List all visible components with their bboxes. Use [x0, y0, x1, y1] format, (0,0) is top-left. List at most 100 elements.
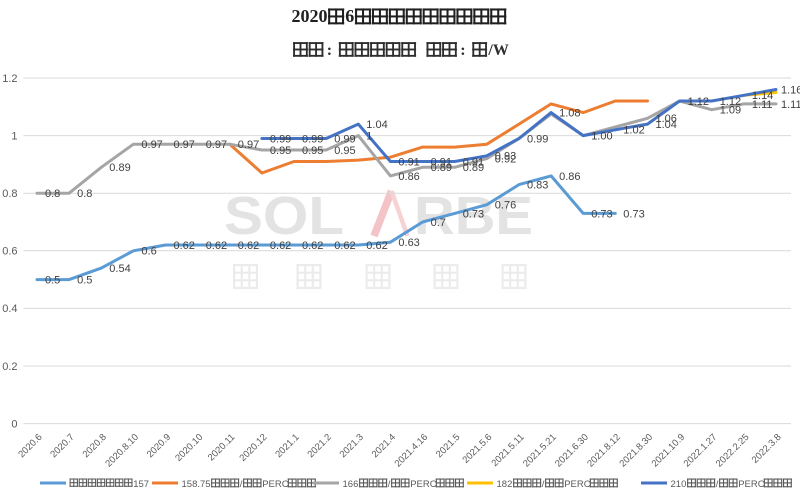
svg-text:0.62: 0.62	[334, 240, 355, 252]
svg-text:PERC: PERC	[262, 479, 289, 490]
svg-text:2021.5: 2021.5	[434, 432, 462, 460]
svg-text:0.8: 0.8	[2, 188, 17, 200]
svg-text:1.04: 1.04	[366, 119, 387, 131]
svg-text:2020.11: 2020.11	[206, 432, 238, 464]
svg-text:157: 157	[133, 479, 149, 490]
svg-text:/: /	[240, 479, 243, 490]
svg-text:166: 166	[343, 479, 359, 490]
svg-text:2020.8.10: 2020.8.10	[103, 432, 141, 470]
svg-text:0.62: 0.62	[174, 240, 195, 252]
svg-text:2021.8.30: 2021.8.30	[617, 432, 655, 470]
svg-text:0.73: 0.73	[623, 208, 644, 220]
svg-text:0.97: 0.97	[141, 139, 162, 151]
svg-text:2021.8.12: 2021.8.12	[585, 432, 623, 470]
svg-text:0.99: 0.99	[334, 133, 355, 145]
svg-text:2021.3: 2021.3	[338, 432, 366, 460]
svg-text:2021.4: 2021.4	[370, 432, 398, 460]
svg-text:2022.3.8: 2022.3.8	[750, 432, 784, 466]
svg-text:0.62: 0.62	[238, 240, 259, 252]
svg-text:0.91: 0.91	[398, 156, 419, 168]
svg-text:0.73: 0.73	[591, 208, 612, 220]
svg-text:/: /	[716, 479, 719, 490]
svg-text:1.09: 1.09	[720, 105, 741, 117]
svg-text:2021.5.21: 2021.5.21	[521, 432, 559, 470]
svg-text:0.97: 0.97	[206, 139, 227, 151]
svg-text:0.54: 0.54	[109, 263, 130, 275]
svg-text:0.86: 0.86	[559, 171, 580, 183]
svg-text:0.62: 0.62	[206, 240, 227, 252]
svg-text:2022.2.25: 2022.2.25	[714, 432, 752, 470]
svg-text:1.04: 1.04	[656, 119, 677, 131]
svg-text:0.62: 0.62	[366, 240, 387, 252]
svg-text:0.99: 0.99	[527, 133, 548, 145]
svg-text:0.89: 0.89	[109, 162, 130, 174]
svg-text:2020.10: 2020.10	[173, 432, 205, 464]
svg-text:210: 210	[671, 479, 687, 490]
svg-text:0.97: 0.97	[174, 139, 195, 151]
svg-text:0.62: 0.62	[270, 240, 291, 252]
svg-text:2022.1.27: 2022.1.27	[682, 432, 720, 470]
svg-text:1.2: 1.2	[2, 73, 17, 85]
svg-text:0.99: 0.99	[302, 133, 323, 145]
svg-text:1: 1	[366, 131, 372, 143]
svg-text:0.5: 0.5	[45, 275, 60, 287]
svg-text:2021.5.11: 2021.5.11	[489, 432, 526, 469]
svg-text:0.2: 0.2	[2, 361, 17, 373]
svg-text:/: /	[388, 479, 391, 490]
svg-text:2020.7: 2020.7	[48, 432, 76, 460]
svg-text:PERC: PERC	[738, 479, 765, 490]
svg-text:2021.10.9: 2021.10.9	[650, 432, 688, 470]
svg-text:1.02: 1.02	[623, 125, 644, 137]
svg-text:1.11: 1.11	[752, 99, 773, 111]
svg-text:0.8: 0.8	[45, 188, 60, 200]
svg-text:0.99: 0.99	[270, 133, 291, 145]
svg-text:2020.12: 2020.12	[237, 432, 269, 464]
svg-text:0.97: 0.97	[238, 139, 259, 151]
svg-text:0.73: 0.73	[463, 208, 484, 220]
svg-text:0.6: 0.6	[141, 246, 156, 258]
svg-text:0.86: 0.86	[398, 171, 419, 183]
svg-text:RBE: RBE	[414, 186, 533, 246]
svg-text::: :	[460, 42, 465, 59]
svg-text:SOL: SOL	[224, 186, 344, 246]
svg-text:2020.8: 2020.8	[81, 432, 109, 460]
svg-text:0.6: 0.6	[2, 246, 17, 258]
svg-text:0.95: 0.95	[270, 145, 291, 157]
svg-text:0.5: 0.5	[77, 275, 92, 287]
svg-text:1: 1	[11, 130, 17, 142]
svg-text:0.91: 0.91	[463, 156, 484, 168]
svg-text:6: 6	[345, 6, 354, 26]
svg-text:0.7: 0.7	[431, 217, 446, 229]
svg-text:/: /	[542, 479, 545, 490]
svg-text:2021.6.30: 2021.6.30	[553, 432, 591, 470]
svg-text:1.08: 1.08	[559, 108, 580, 120]
svg-text:/W: /W	[487, 42, 508, 59]
svg-text:0.63: 0.63	[398, 237, 419, 249]
svg-text:1.12: 1.12	[720, 96, 741, 108]
svg-text:0.76: 0.76	[495, 200, 516, 212]
svg-text:1.16: 1.16	[781, 84, 800, 96]
svg-text:0: 0	[11, 418, 17, 430]
svg-text:0.4: 0.4	[2, 303, 17, 315]
svg-text:2020: 2020	[292, 6, 328, 26]
svg-text:0.62: 0.62	[302, 240, 323, 252]
svg-text:0.93: 0.93	[495, 151, 516, 163]
svg-text:2021.2: 2021.2	[305, 432, 333, 460]
svg-text:0.89: 0.89	[463, 162, 484, 174]
svg-text:PERC: PERC	[564, 479, 591, 490]
svg-text:1.00: 1.00	[591, 131, 612, 143]
svg-text:182: 182	[497, 479, 513, 490]
svg-text:0.83: 0.83	[527, 180, 548, 192]
svg-text:2021.1: 2021.1	[273, 432, 301, 460]
svg-text:1.14: 1.14	[752, 90, 773, 102]
svg-text:PERC: PERC	[410, 479, 437, 490]
svg-text::: :	[327, 42, 332, 59]
svg-text:1.11: 1.11	[781, 99, 800, 111]
svg-text:2020.6: 2020.6	[16, 432, 44, 460]
svg-text:0.95: 0.95	[302, 145, 323, 157]
svg-text:1.12: 1.12	[688, 96, 709, 108]
svg-text:0.92: 0.92	[495, 154, 516, 166]
svg-text:158.75: 158.75	[182, 479, 211, 490]
svg-text:0.89: 0.89	[431, 162, 452, 174]
svg-text:0.95: 0.95	[334, 145, 355, 157]
